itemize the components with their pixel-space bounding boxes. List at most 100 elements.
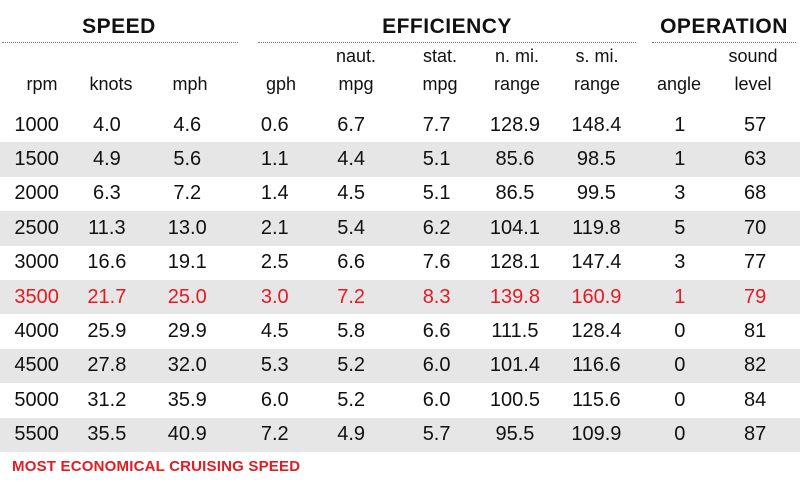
table-cell: 104.1	[486, 211, 544, 246]
footnote: MOST ECONOMICAL CRUISING SPEED	[12, 458, 301, 475]
table-cell: 1	[649, 142, 711, 177]
table-cell: 13.0	[140, 211, 235, 246]
table-cell: 5.2	[337, 388, 366, 411]
table-cell: 35.9	[167, 388, 207, 411]
table-cell: 82	[710, 348, 800, 384]
column-header-rpm: rpm	[0, 42, 87, 98]
table-cell: 147.4	[571, 251, 622, 274]
table-cell: 3500	[0, 279, 74, 315]
table-cell: 128.9	[489, 113, 540, 136]
table-row: 5000 31.2 35.9 6.0 5.2 6.0 100.5 115.6 0 84	[0, 383, 800, 417]
table-cell: 85.6	[486, 142, 544, 177]
table-cell: 70	[710, 211, 800, 246]
column-header-top-label: stat.	[422, 46, 457, 66]
table-cell: 5.3	[234, 348, 316, 384]
column-header-bottom-label: level	[734, 74, 772, 94]
table-cell: 5.2	[315, 348, 387, 384]
table-cell: 4.9	[73, 142, 141, 177]
table-cell: 7.2	[315, 279, 387, 315]
table-cell: 40.9	[140, 417, 235, 452]
table-cell: 4.5	[260, 320, 289, 343]
table-cell: 84	[744, 388, 767, 411]
table-cell: 148.4	[571, 113, 622, 136]
table-row: 2500 11.3 13.0 2.1 5.4 6.2 104.1 119.8 5 70	[0, 211, 800, 246]
table-cell: 101.4	[486, 348, 544, 384]
table-cell: 3000	[14, 251, 59, 274]
column-header-knots: knots	[66, 42, 156, 98]
table-cell: 32.0	[140, 348, 235, 384]
column-header-mpg: naut. mpg	[311, 42, 401, 98]
column-header-bottom-label: mpg	[338, 74, 374, 94]
table-cell: 3	[674, 251, 686, 274]
column-header-range: n. mi. range	[472, 42, 562, 98]
table-cell: 1.1	[234, 142, 316, 177]
table-cell: 4500	[0, 348, 74, 384]
table-cell: 19.1	[167, 251, 207, 274]
column-header-bottom-label: knots	[89, 74, 133, 94]
column-header-top-label: s. mi.	[575, 46, 619, 66]
table-cell: 4.4	[315, 142, 387, 177]
table-cell: 5.7	[386, 417, 487, 452]
table-cell: 8.3	[386, 279, 487, 315]
table-cell: 4.6	[173, 113, 202, 136]
table-cell: 16.6	[87, 251, 127, 274]
group-rule-operation	[652, 42, 796, 43]
table-cell: 57	[744, 113, 767, 136]
table-cell: 0	[649, 417, 711, 452]
table-cell: 4.5	[337, 182, 366, 205]
table-cell: 1.4	[260, 182, 289, 205]
table-cell: 25.0	[140, 279, 235, 315]
table-cell: 4.0	[92, 113, 121, 136]
table-cell: 68	[744, 182, 767, 205]
column-header-top-label	[66, 42, 156, 70]
table-cell: 6.0	[422, 388, 451, 411]
table-row: 4500 27.8 32.0 5.3 5.2 6.0 101.4 116.6 0 82	[0, 348, 800, 384]
column-header-bottom-label: range	[573, 74, 621, 94]
table-cell: 5.4	[315, 211, 387, 246]
table-cell: 2500	[0, 211, 74, 246]
table-cell: 25.9	[87, 320, 127, 343]
column-header-mph: mph	[145, 42, 235, 98]
table-row: 5500 35.5 40.9 7.2 4.9 5.7 95.5 109.9 0 87	[0, 417, 800, 452]
column-header-bottom-label: range	[493, 74, 541, 94]
table-cell: 119.8	[543, 211, 650, 246]
table-cell: 4000	[14, 320, 59, 343]
column-header-bottom-label: gph	[265, 74, 297, 94]
table-cell: 5	[649, 211, 711, 246]
table-cell: 7.2	[173, 182, 202, 205]
group-header-speed: SPEED	[82, 15, 156, 38]
table-cell: 0.6	[260, 113, 289, 136]
table-cell: 128.4	[571, 320, 622, 343]
column-header-angle: angle	[634, 42, 724, 98]
column-header-bottom-label: rpm	[26, 74, 58, 94]
column-header-top-label: naut.	[335, 46, 377, 66]
table-cell: 5.6	[140, 142, 235, 177]
table-cell: 2.5	[260, 251, 289, 274]
table-cell: 1	[674, 113, 686, 136]
table-cell: 3.0	[234, 279, 316, 315]
table-cell: 2000	[14, 182, 59, 205]
table-row: 1000 4.0 4.6 0.6 6.7 7.7 128.9 148.4 1 57	[0, 108, 800, 142]
table-cell: 98.5	[543, 142, 650, 177]
table-cell: 5.8	[337, 320, 366, 343]
column-header-top-label: n. mi.	[494, 46, 539, 66]
table-cell: 160.9	[543, 279, 650, 315]
table-cell: 5500	[0, 417, 74, 452]
table-cell: 2.1	[234, 211, 316, 246]
table-cell: 87	[710, 417, 800, 452]
table-cell: 139.8	[486, 279, 544, 315]
table-cell: 7.7	[422, 113, 451, 136]
column-header-top-label: sound	[728, 46, 778, 66]
table-cell: 77	[744, 251, 767, 274]
table-cell: 95.5	[486, 417, 544, 452]
performance-table: 1000 4.0 4.6 0.6 6.7 7.7 128.9 148.4 1 57 1500 4.9 5…	[0, 108, 800, 452]
table-cell: 0	[674, 388, 686, 411]
table-cell: 1	[649, 279, 711, 315]
table-cell: 6.2	[386, 211, 487, 246]
table-row: 1500 4.9 5.6 1.1 4.4 5.1 85.6 98.5 1 63	[0, 142, 800, 177]
table-cell: 21.7	[73, 279, 141, 315]
table-cell: 35.5	[73, 417, 141, 452]
table-row: 2000 6.3 7.2 1.4 4.5 5.1 86.5 99.5 3 68	[0, 177, 800, 211]
table-row: 3000 16.6 19.1 2.5 6.6 7.6 128.1 147.4 3 77	[0, 246, 800, 280]
table-cell: 11.3	[73, 211, 141, 246]
